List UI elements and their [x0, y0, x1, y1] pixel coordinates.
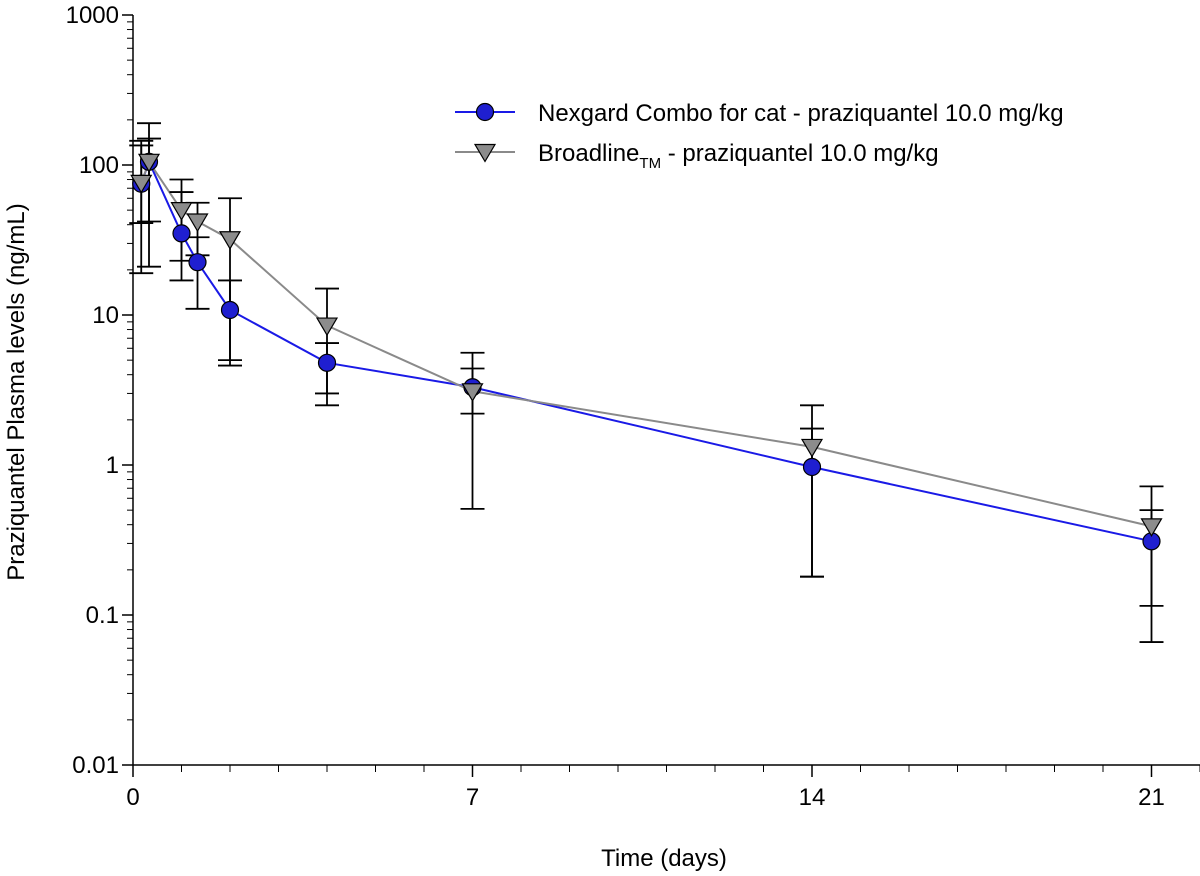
legend-label-broadline-main: Broadline	[538, 140, 639, 167]
legend-label-nexgard: Nexgard Combo for cat - praziquantel 10.…	[538, 100, 1064, 127]
data-point-nexgard	[172, 224, 191, 243]
data-point-nexgard	[188, 253, 207, 272]
data-point-broadline	[137, 153, 161, 173]
data-point-nexgard	[317, 353, 337, 372]
series-line-nexgard	[140, 159, 1152, 543]
y-tick-label: 0.1	[86, 602, 119, 629]
data-point-nexgard	[220, 300, 240, 320]
x-tick-label: 21	[1138, 784, 1165, 811]
data-point-broadline	[130, 174, 153, 194]
data-point-nexgard	[802, 457, 822, 477]
x-tick-label: 7	[466, 784, 479, 811]
data-point-broadline	[186, 213, 209, 233]
y-tick-label: 1000	[66, 2, 119, 29]
x-tick-label: 14	[799, 784, 826, 811]
y-tick-label: 1	[106, 452, 119, 479]
data-point-broadline	[315, 317, 339, 337]
legend-marker-broadline	[473, 143, 497, 163]
legend-label-broadline-sub: TM	[639, 155, 661, 172]
data-point-broadline	[461, 383, 484, 402]
legend: Nexgard Combo for cat - praziquantel 10.…	[455, 100, 1064, 172]
data-point-broadline	[800, 438, 824, 458]
legend-label-broadline-suffix: - praziquantel 10.0 mg/kg	[661, 140, 939, 167]
x-tick-label: 0	[126, 784, 139, 811]
series-layer	[129, 122, 1164, 643]
y-tick-label: 100	[79, 152, 119, 179]
legend-marker-nexgard	[475, 102, 495, 122]
y-tick-label: 0.01	[72, 752, 119, 779]
y-axis-title: Praziquantel Plasma levels (ng/mL)	[3, 203, 30, 581]
legend-label-broadline: BroadlineTM - praziquantel 10.0 mg/kg	[538, 140, 939, 172]
y-tick-label: 10	[92, 302, 119, 329]
data-point-broadline	[218, 231, 242, 250]
axes: 0.01 0.1 1 10 100 1000 0 7 14 21	[66, 2, 1200, 811]
x-axis-title: Time (days)	[601, 845, 727, 872]
data-point-broadline	[1140, 518, 1163, 538]
data-point-broadline	[170, 202, 193, 221]
